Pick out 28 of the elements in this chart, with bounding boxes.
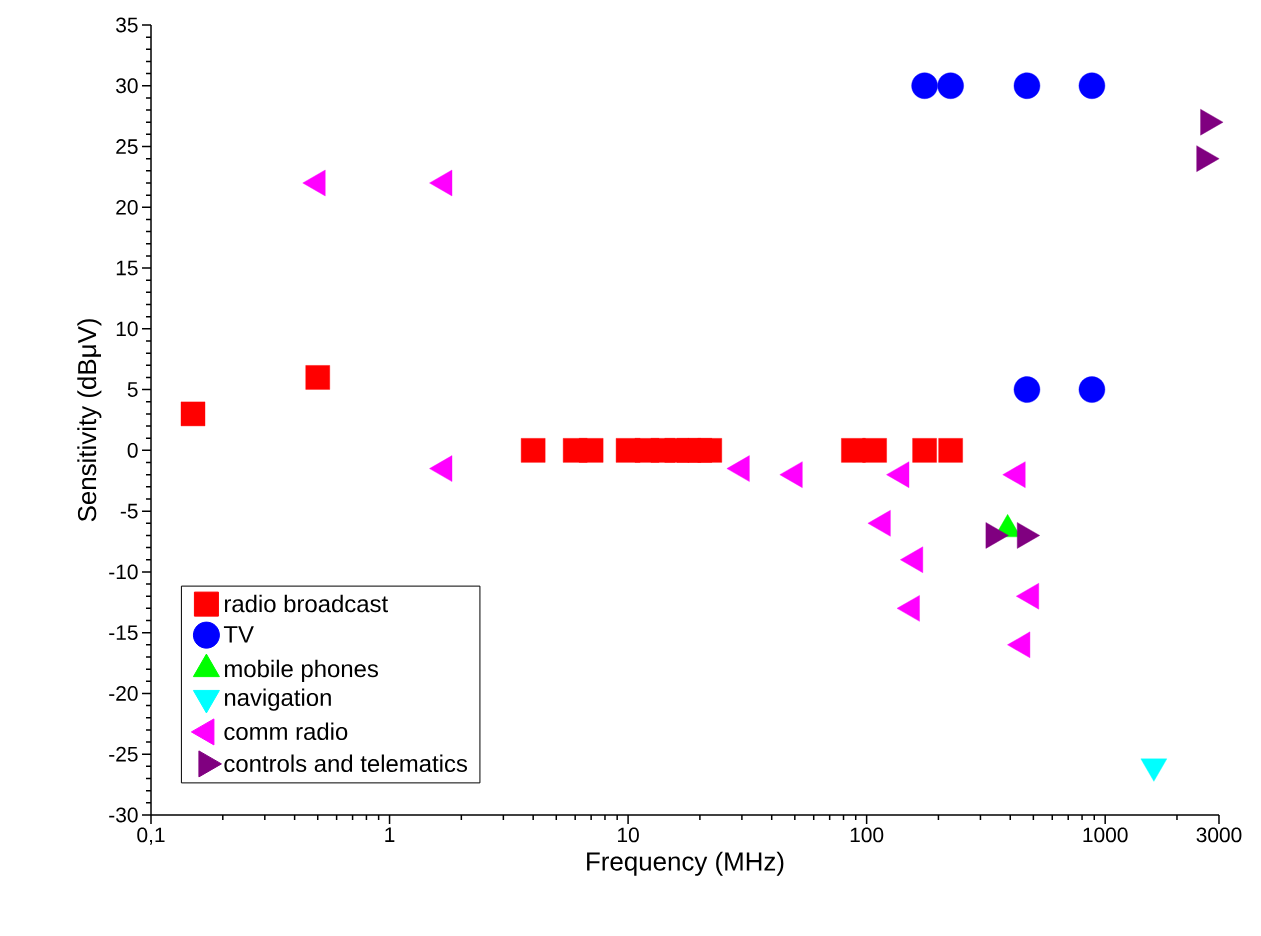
y-tick-label: 15: [116, 260, 138, 276]
legend-label: radio broadcast: [225, 594, 388, 613]
legend-label: navigation: [225, 688, 331, 711]
y-tick-label: 10: [116, 321, 138, 337]
y-tick-label: 20: [116, 199, 138, 215]
y-tick-label: -25: [109, 746, 138, 762]
x-tick-label: 3000: [1196, 827, 1242, 843]
x-tick-label: 10: [618, 827, 639, 843]
legend-label: TV: [223, 626, 254, 643]
x-tick-label: 1: [385, 827, 395, 842]
x-tick-label: 0,1: [137, 827, 165, 845]
y-tick-label: 0: [127, 442, 138, 458]
legend-label: comm radio: [224, 722, 348, 741]
y-tick-label: -5: [120, 503, 138, 519]
y-tick-label: -20: [109, 686, 138, 701]
x-axis-title: Frequency (MHz): [587, 851, 784, 876]
x-tick-label: 100: [850, 827, 884, 843]
x-tick-label: 1000: [1083, 827, 1128, 843]
legend-label: mobile phones: [225, 659, 378, 683]
y-tick-label: -30: [109, 807, 138, 823]
y-axis-title: Sensitivity (dBμV): [77, 319, 102, 522]
legend-label: controls and telematics: [224, 754, 468, 773]
y-tick-label: 5: [127, 382, 138, 397]
y-tick-label: 30: [116, 78, 138, 94]
y-tick-label: 25: [116, 139, 138, 154]
y-tick-label: -15: [109, 625, 138, 640]
y-tick-label: 35: [116, 17, 138, 33]
y-tick-label: -10: [109, 564, 138, 580]
